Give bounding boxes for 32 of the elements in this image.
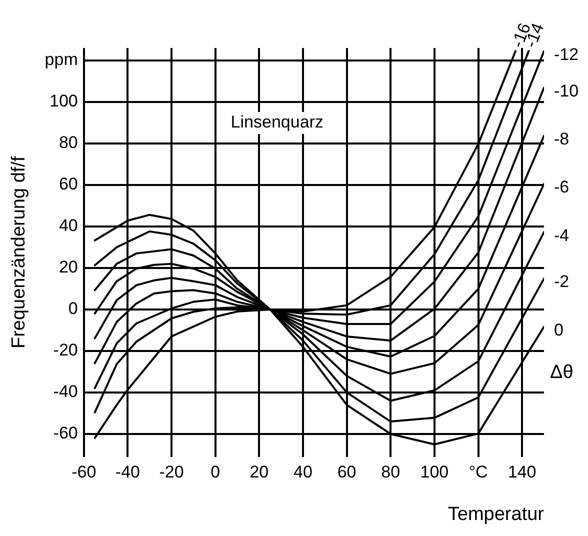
x-tick-label: 140	[508, 462, 536, 482]
y-tick-label: 100	[49, 92, 78, 111]
y-tick-label: -20	[53, 340, 78, 360]
x-tick-label: °C	[468, 462, 488, 482]
x-tick-label: 80	[381, 462, 400, 482]
series-label: 0	[554, 320, 564, 340]
y-tick-label: 40	[58, 216, 78, 236]
legend-title: Δθ	[550, 362, 574, 383]
annotation: Linsenquarz	[230, 112, 324, 132]
y-tick-label: -40	[53, 382, 78, 402]
y-axis-title: Frequenzänderung df/f	[8, 156, 30, 349]
x-tick-label: 0	[210, 462, 220, 482]
y-tick-label: 0	[68, 299, 78, 318]
y-tick-label: 20	[58, 258, 78, 277]
y-tick-label: 80	[58, 133, 78, 152]
series-label: -8	[554, 129, 570, 148]
x-tick-label: 60	[337, 462, 356, 482]
series-label: -10	[554, 81, 579, 100]
y-tick-label: -60	[53, 424, 78, 443]
x-tick-label: 100	[420, 462, 449, 482]
x-tick-label: 40	[294, 462, 312, 482]
x-tick-label: -40	[115, 462, 140, 482]
y-tick-label: ppm	[44, 50, 78, 70]
x-axis-title: Temperatur	[448, 504, 545, 525]
series-label: -2	[554, 272, 570, 292]
x-tick-label: 20	[250, 462, 269, 482]
x-tick-label: -20	[159, 462, 184, 482]
x-tick-label: -60	[72, 462, 96, 482]
series-label: -4	[554, 226, 570, 245]
series-label: -6	[554, 178, 570, 197]
y-tick-label: 60	[58, 174, 78, 194]
series-label: -12	[554, 44, 579, 64]
